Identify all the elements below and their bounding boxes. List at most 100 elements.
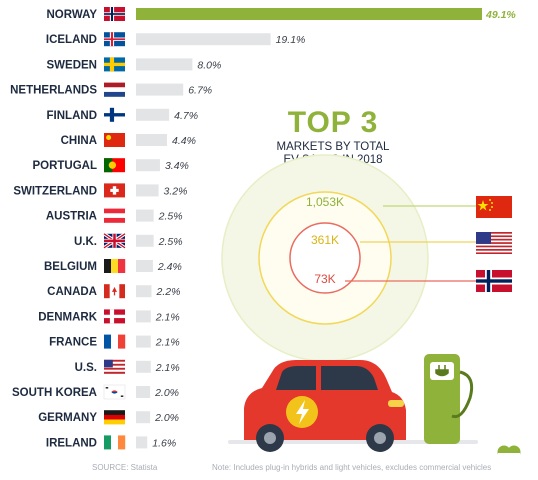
canada-flag-icon — [104, 284, 125, 299]
bar-austria — [136, 209, 154, 222]
bar-rows: NORWAY 49.1% ICELAND 19.1% SWEDEN 8.0% NETHERL… — [10, 7, 516, 450]
bar-row-germany: GERMANY 2.0% — [38, 410, 179, 425]
bar-row-canada: CANADA 2.2% — [47, 284, 181, 299]
china-flag-large-icon — [476, 196, 512, 218]
top3-title: TOP 3 — [288, 106, 379, 139]
country-label-iceland: ICELAND — [46, 34, 97, 46]
bar-germany — [136, 411, 151, 424]
country-label-uk: U.K. — [74, 236, 97, 248]
bar-row-norway: NORWAY 49.1% — [47, 7, 516, 21]
norway-flag-icon — [104, 7, 125, 21]
sweden-flag-icon — [104, 57, 125, 72]
bar-portugal — [136, 159, 160, 172]
top3-subtitle-line-1: MARKETS BY TOTAL — [277, 141, 391, 153]
country-label-china: CHINA — [61, 135, 97, 147]
bar-sweden — [136, 58, 193, 71]
bar-row-sweden: SWEDEN 8.0% — [47, 57, 221, 72]
germany-flag-icon — [104, 410, 125, 425]
country-label-belgium: BELGIUM — [44, 261, 97, 273]
usa-flag-large-icon — [476, 232, 512, 254]
brand-logo-icon — [497, 445, 521, 459]
top3-label-china: 1,053K — [306, 195, 344, 209]
country-label-austria: AUSTRIA — [46, 211, 97, 223]
usa-flag-icon — [104, 359, 125, 374]
country-label-canada: CANADA — [47, 286, 97, 298]
austria-flag-icon — [104, 208, 125, 223]
country-label-portugal: PORTUGAL — [32, 160, 97, 172]
bar-row-uk: U.K. 2.5% — [74, 232, 183, 250]
bar-china — [136, 134, 168, 146]
bar-row-south-korea: SOUTH KOREA 2.0% — [12, 384, 179, 400]
value-label-finland: 4.7% — [174, 110, 198, 122]
finland-flag-icon — [104, 107, 125, 122]
footer-source: SOURCE: Statista — [92, 463, 158, 472]
value-label-ireland: 1.6% — [152, 437, 176, 449]
bar-row-netherlands: NETHERLANDS 6.7% — [10, 82, 212, 97]
bar-belgium — [136, 260, 153, 272]
bar-canada — [136, 285, 152, 298]
country-label-germany: GERMANY — [38, 412, 97, 424]
bar-switzerland — [136, 184, 159, 197]
ev-car-icon — [228, 360, 478, 452]
iceland-flag-icon — [104, 32, 125, 47]
denmark-flag-icon — [104, 309, 125, 324]
bar-row-china: CHINA 4.4% — [61, 133, 196, 147]
value-label-france: 2.1% — [155, 337, 180, 349]
bar-row-austria: AUSTRIA 2.5% — [46, 208, 183, 223]
norway-flag-large-icon — [476, 270, 512, 292]
china-flag-icon — [104, 133, 125, 147]
bar-south-korea — [136, 386, 151, 398]
footer-note: Note: Includes plug-in hybrids and light… — [212, 463, 491, 472]
value-label-south-korea: 2.0% — [154, 387, 179, 399]
france-flag-icon — [104, 334, 126, 349]
portugal-flag-icon — [104, 158, 125, 173]
value-label-iceland: 19.1% — [276, 34, 306, 46]
bar-row-usa: U.S. 2.1% — [75, 359, 180, 374]
value-label-switzerland: 3.2% — [164, 185, 188, 197]
value-label-usa: 2.1% — [155, 362, 180, 374]
country-label-sweden: SWEDEN — [47, 59, 97, 71]
value-label-norway: 49.1% — [485, 9, 516, 21]
country-label-denmark: DENMARK — [38, 311, 97, 323]
country-label-finland: FINLAND — [47, 110, 97, 122]
bar-row-finland: FINLAND 4.7% — [47, 107, 198, 122]
value-label-sweden: 8.0% — [197, 59, 221, 71]
belgium-flag-icon — [104, 259, 126, 273]
value-label-denmark: 2.1% — [155, 311, 180, 323]
country-label-south-korea: SOUTH KOREA — [12, 387, 97, 399]
top3-label-norway: 73K — [314, 272, 335, 286]
switzerland-flag-icon — [104, 183, 125, 198]
south-korea-flag-icon — [103, 384, 126, 400]
country-label-switzerland: SWITZERLAND — [13, 185, 97, 197]
bar-row-portugal: PORTUGAL 3.4% — [32, 158, 189, 173]
bar-row-iceland: ICELAND 19.1% — [46, 32, 306, 47]
bar-row-belgium: BELGIUM 2.4% — [44, 259, 182, 273]
bar-finland — [136, 108, 170, 121]
top3-circles: 1,053K 361K 73K — [221, 154, 512, 362]
value-label-germany: 2.0% — [154, 412, 179, 424]
ireland-flag-icon — [104, 435, 126, 450]
country-label-france: FRANCE — [49, 337, 97, 349]
charging-station-icon — [424, 354, 474, 444]
value-label-portugal: 3.4% — [165, 160, 189, 172]
bar-ireland — [136, 436, 148, 449]
value-label-china: 4.4% — [172, 135, 196, 147]
bar-usa — [136, 360, 151, 373]
bar-france — [136, 335, 151, 348]
value-label-canada: 2.2% — [156, 286, 181, 298]
bar-denmark — [136, 310, 151, 323]
bar-iceland — [136, 33, 271, 46]
netherlands-flag-icon — [104, 82, 125, 97]
value-label-belgium: 2.4% — [157, 261, 182, 273]
country-label-norway: NORWAY — [47, 9, 98, 21]
uk-flag-icon — [103, 232, 126, 250]
bar-uk — [136, 234, 154, 247]
country-label-netherlands: NETHERLANDS — [10, 85, 97, 97]
top3-label-usa: 361K — [311, 233, 339, 247]
bar-row-ireland: IRELAND 1.6% — [46, 435, 176, 450]
bar-row-france: FRANCE 2.1% — [49, 334, 180, 349]
country-label-ireland: IRELAND — [46, 437, 97, 449]
country-label-usa: U.S. — [75, 362, 97, 374]
bar-norway — [136, 8, 482, 20]
